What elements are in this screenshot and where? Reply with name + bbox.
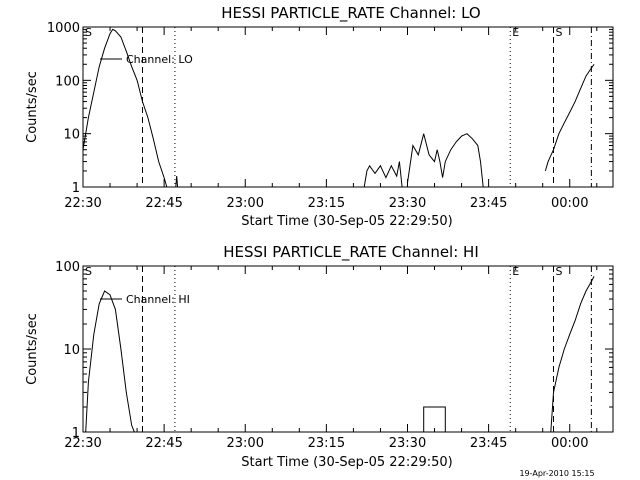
plot-frame	[82, 265, 614, 433]
rate-line-segment	[363, 161, 403, 188]
x-tick-label: 23:45	[470, 196, 507, 211]
x-tick-label: 22:45	[145, 196, 182, 211]
event-marker-label: S	[85, 26, 92, 39]
x-tick-label: 23:45	[470, 436, 507, 451]
y-tick-label: 10	[63, 343, 80, 358]
axis-ticks: 22:30 22:45 23:00 23:15 23:30 23:45 00:00 1 10 10…	[55, 260, 613, 451]
y-tick-label: 100	[55, 74, 80, 89]
timestamp-footer: 19-Apr-2010 15:15	[519, 469, 594, 478]
data-curve	[82, 28, 595, 188]
axis-ticks: 22:30 22:45 23:00 23:15 23:30 23:45 00:00 1 10 10…	[47, 21, 613, 211]
y-tick-label: 10	[63, 128, 80, 143]
rate-line-segment	[175, 176, 179, 188]
x-tick-label: 00:00	[551, 196, 588, 211]
y-tick-label: 1	[72, 426, 80, 441]
x-tick-label: 23:00	[227, 436, 264, 451]
x-tick-label: 22:30	[64, 196, 101, 211]
rate-line-segment	[544, 64, 595, 172]
y-tick-label: 1	[72, 181, 80, 196]
x-tick-label: 23:30	[389, 196, 426, 211]
rate-line-segment	[82, 28, 168, 188]
rate-line-segment	[407, 133, 484, 188]
rate-line-segment	[550, 276, 595, 433]
event-marker-label: S	[556, 265, 563, 278]
y-tick-label: 100	[55, 260, 80, 275]
y-axis-label: Counts/sec	[25, 71, 40, 143]
event-marker-label: S	[85, 265, 92, 278]
chart-title: HESSI PARTICLE_RATE Channel: LO	[221, 4, 480, 23]
event-marker-label: E	[512, 265, 519, 278]
x-tick-label: 00:00	[551, 436, 588, 451]
event-marker-label: E	[512, 26, 519, 39]
data-curve	[85, 276, 595, 433]
x-tick-label: 22:30	[64, 436, 101, 451]
chart-title: HESSI PARTICLE_RATE Channel: HI	[223, 243, 479, 262]
x-tick-label: 23:00	[227, 196, 264, 211]
legend-label: Channel: HI	[126, 293, 190, 306]
x-tick-label: 22:45	[145, 436, 182, 451]
rate-line-segment	[85, 290, 135, 433]
lo-channel-panel: HESSI PARTICLE_RATE Channel: LO 22:30 22:…	[25, 4, 614, 229]
x-tick-label: 23:15	[308, 436, 345, 451]
rate-line-segment	[423, 406, 446, 432]
plot-frame	[82, 26, 614, 188]
y-axis-label: Counts/sec	[25, 313, 40, 385]
x-axis-label: Start Time (30-Sep-05 22:29:50)	[241, 214, 452, 229]
x-tick-label: 23:15	[308, 196, 345, 211]
y-tick-label: 1000	[47, 21, 80, 36]
legend: Channel: LO	[100, 53, 193, 66]
x-axis-label: Start Time (30-Sep-05 22:29:50)	[241, 455, 452, 470]
legend-label: Channel: LO	[126, 53, 193, 66]
event-marker-label: S	[556, 26, 563, 39]
x-tick-label: 23:30	[389, 436, 426, 451]
hi-channel-panel: HESSI PARTICLE_RATE Channel: HI 22:30 22:…	[25, 243, 614, 470]
legend: Channel: HI	[100, 293, 190, 306]
